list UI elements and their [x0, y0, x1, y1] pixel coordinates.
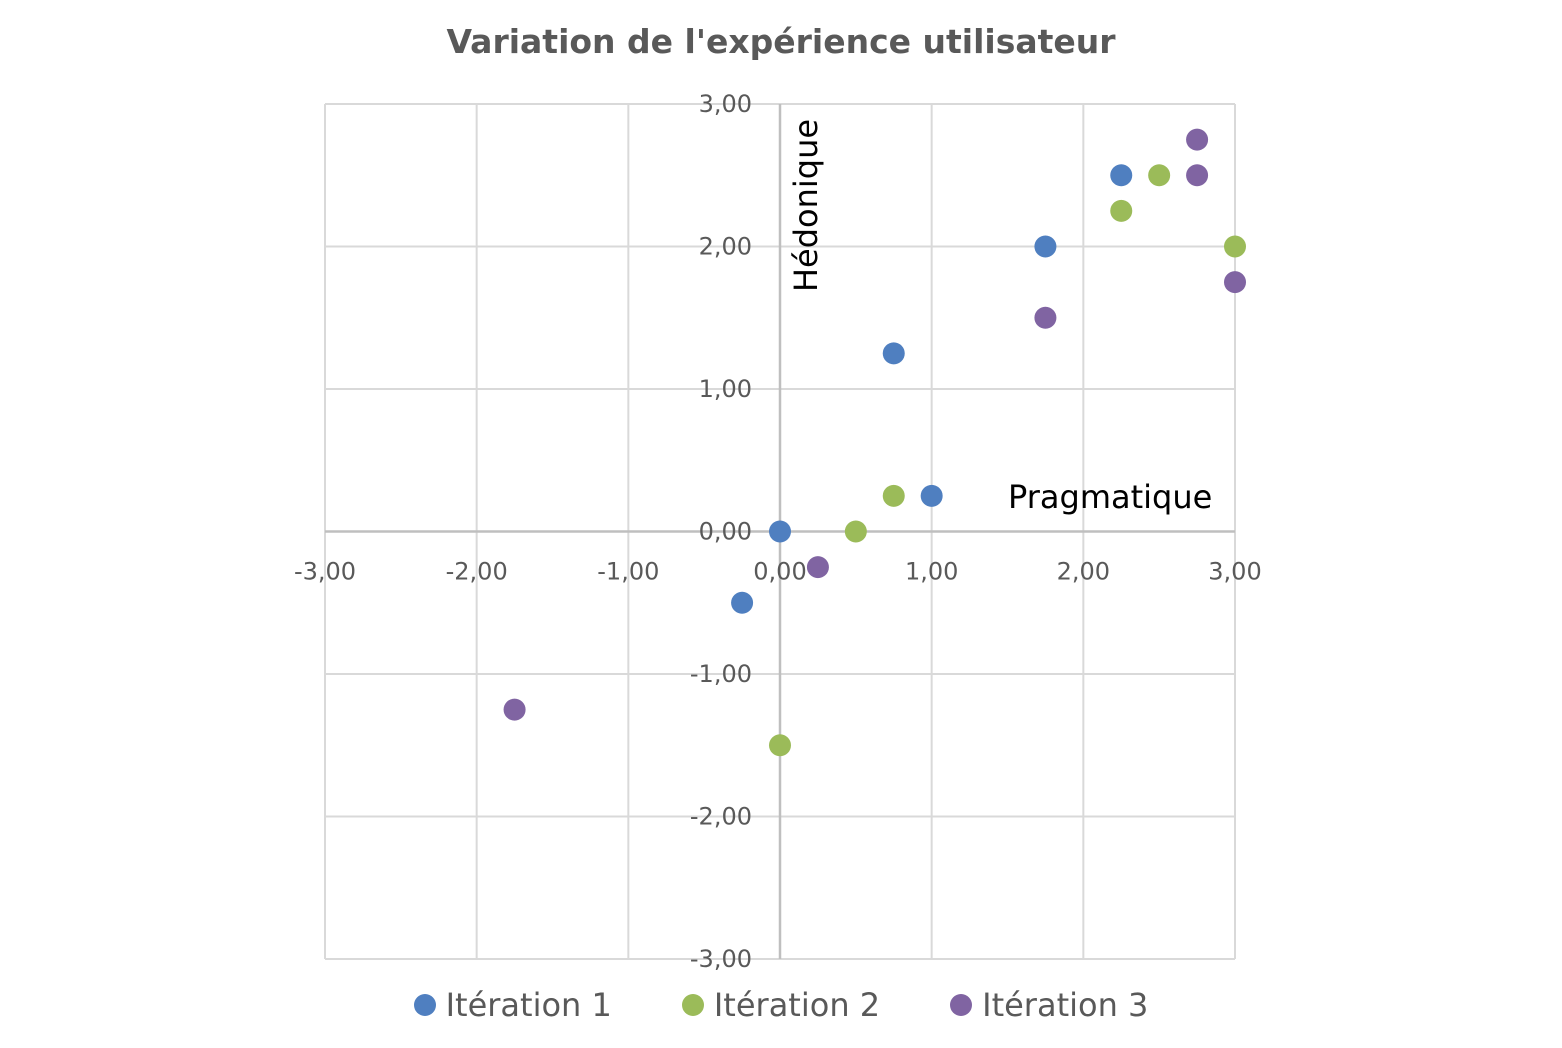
data-point-iteration-2: [882, 484, 905, 507]
x-tick-label: 3,00: [1208, 558, 1261, 586]
y-tick-label: -3,00: [690, 945, 752, 973]
legend-label: Itération 1: [445, 986, 612, 1024]
legend-item-iteration-2: Itération 2: [681, 986, 881, 1024]
x-tick-label: -2,00: [446, 558, 508, 586]
y-tick-label: -2,00: [690, 803, 752, 831]
legend-item-iteration-1: Itération 1: [413, 986, 612, 1024]
x-tick-label: -1,00: [597, 558, 659, 586]
data-point-iteration-3: [1186, 164, 1209, 187]
y-axis-title: Hédonique: [787, 119, 825, 292]
chart-title: Variation de l'expérience utilisateur: [446, 22, 1116, 61]
data-point-iteration-2: [1110, 199, 1133, 222]
y-tick-label: -1,00: [690, 660, 752, 688]
y-tick-label: 1,00: [699, 375, 752, 403]
x-tick-label: -3,00: [294, 558, 356, 586]
x-axis-title: Pragmatique: [1008, 478, 1212, 516]
data-points: [503, 128, 1246, 757]
data-point-iteration-1: [1034, 235, 1057, 258]
data-point-iteration-1: [1110, 164, 1133, 187]
legend-label: Itération 3: [982, 986, 1149, 1024]
x-tick-label: 1,00: [905, 558, 958, 586]
legend-label: Itération 2: [713, 986, 881, 1024]
legend-marker: [950, 994, 973, 1016]
data-point-iteration-1: [731, 591, 754, 614]
y-tick-label: 0,00: [699, 518, 752, 546]
data-point-iteration-3: [1034, 306, 1057, 329]
data-point-iteration-3: [806, 556, 829, 579]
data-point-iteration-3: [1224, 271, 1246, 294]
data-point-iteration-3: [503, 698, 526, 721]
legend-marker: [681, 994, 704, 1016]
y-tick-label: 2,00: [699, 233, 752, 261]
data-point-iteration-1: [882, 342, 905, 365]
data-point-iteration-1: [769, 520, 791, 543]
data-point-iteration-2: [1224, 235, 1246, 258]
legend-marker: [413, 994, 436, 1016]
tick-labels: -3,00 -2,00 -1,00 0,00 1,00 2,00 3,00 -3,00 -2,0…: [294, 90, 1262, 973]
data-point-iteration-2: [844, 520, 867, 543]
legend: Itération 1 Itération 2 Itération 3: [0, 986, 1562, 1024]
x-tick-label: 2,00: [1057, 558, 1110, 586]
x-tick-label: 0,00: [753, 558, 806, 586]
data-point-iteration-3: [1186, 128, 1209, 151]
data-point-iteration-2: [1148, 164, 1171, 187]
legend-item-iteration-3: Itération 3: [950, 986, 1148, 1024]
y-tick-label: 3,00: [699, 90, 752, 118]
data-point-iteration-1: [920, 484, 943, 507]
data-point-iteration-2: [769, 734, 791, 757]
